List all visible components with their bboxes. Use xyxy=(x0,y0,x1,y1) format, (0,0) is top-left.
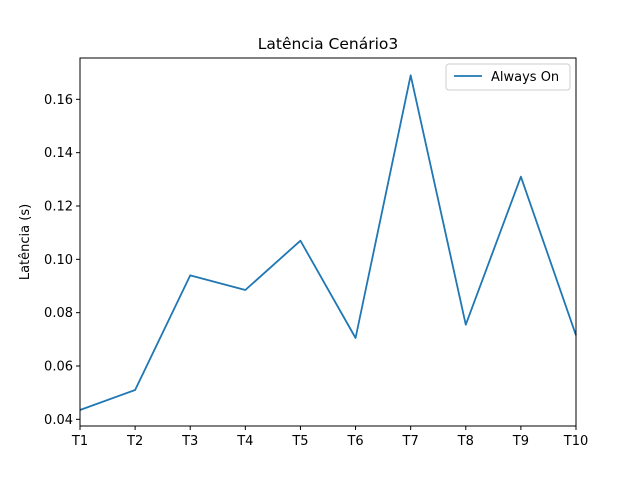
x-axis: T1 T2 T3 T4 T5 T6 T7 T8 T9 T10 xyxy=(71,426,588,449)
plot-area xyxy=(79,57,577,427)
plot-frame xyxy=(79,57,577,427)
x-tick-label: T4 xyxy=(236,434,253,449)
y-tick-label: 0.16 xyxy=(44,93,73,108)
x-tick-label: T6 xyxy=(346,434,363,449)
chart-title: Latência Cenário3 xyxy=(258,35,399,53)
legend-box xyxy=(445,63,571,91)
legend: Always On xyxy=(445,63,571,91)
series-line-always-on xyxy=(79,74,577,411)
x-tick-label: T10 xyxy=(563,434,588,449)
y-tick-label: 0.08 xyxy=(44,306,73,321)
x-tick-label: T8 xyxy=(457,434,474,449)
x-tick-label: T1 xyxy=(71,434,88,449)
y-tick-label: 0.04 xyxy=(44,413,73,428)
y-tick-label: 0.10 xyxy=(44,253,73,268)
legend-label-always-on: Always On xyxy=(491,70,559,85)
x-tick-label: T9 xyxy=(512,434,529,449)
x-tick-label: T2 xyxy=(126,434,143,449)
x-tick-label: T5 xyxy=(291,434,308,449)
y-tick-label: 0.14 xyxy=(44,146,73,161)
y-tick-label: 0.06 xyxy=(44,360,73,375)
x-tick-label: T7 xyxy=(402,434,419,449)
x-tick-label: T3 xyxy=(181,434,198,449)
y-axis: 0.04 0.06 0.08 0.10 0.12 0.14 0.16 xyxy=(44,93,80,428)
y-tick-label: 0.12 xyxy=(44,200,73,215)
y-axis-label: Latência (s) xyxy=(18,204,33,280)
